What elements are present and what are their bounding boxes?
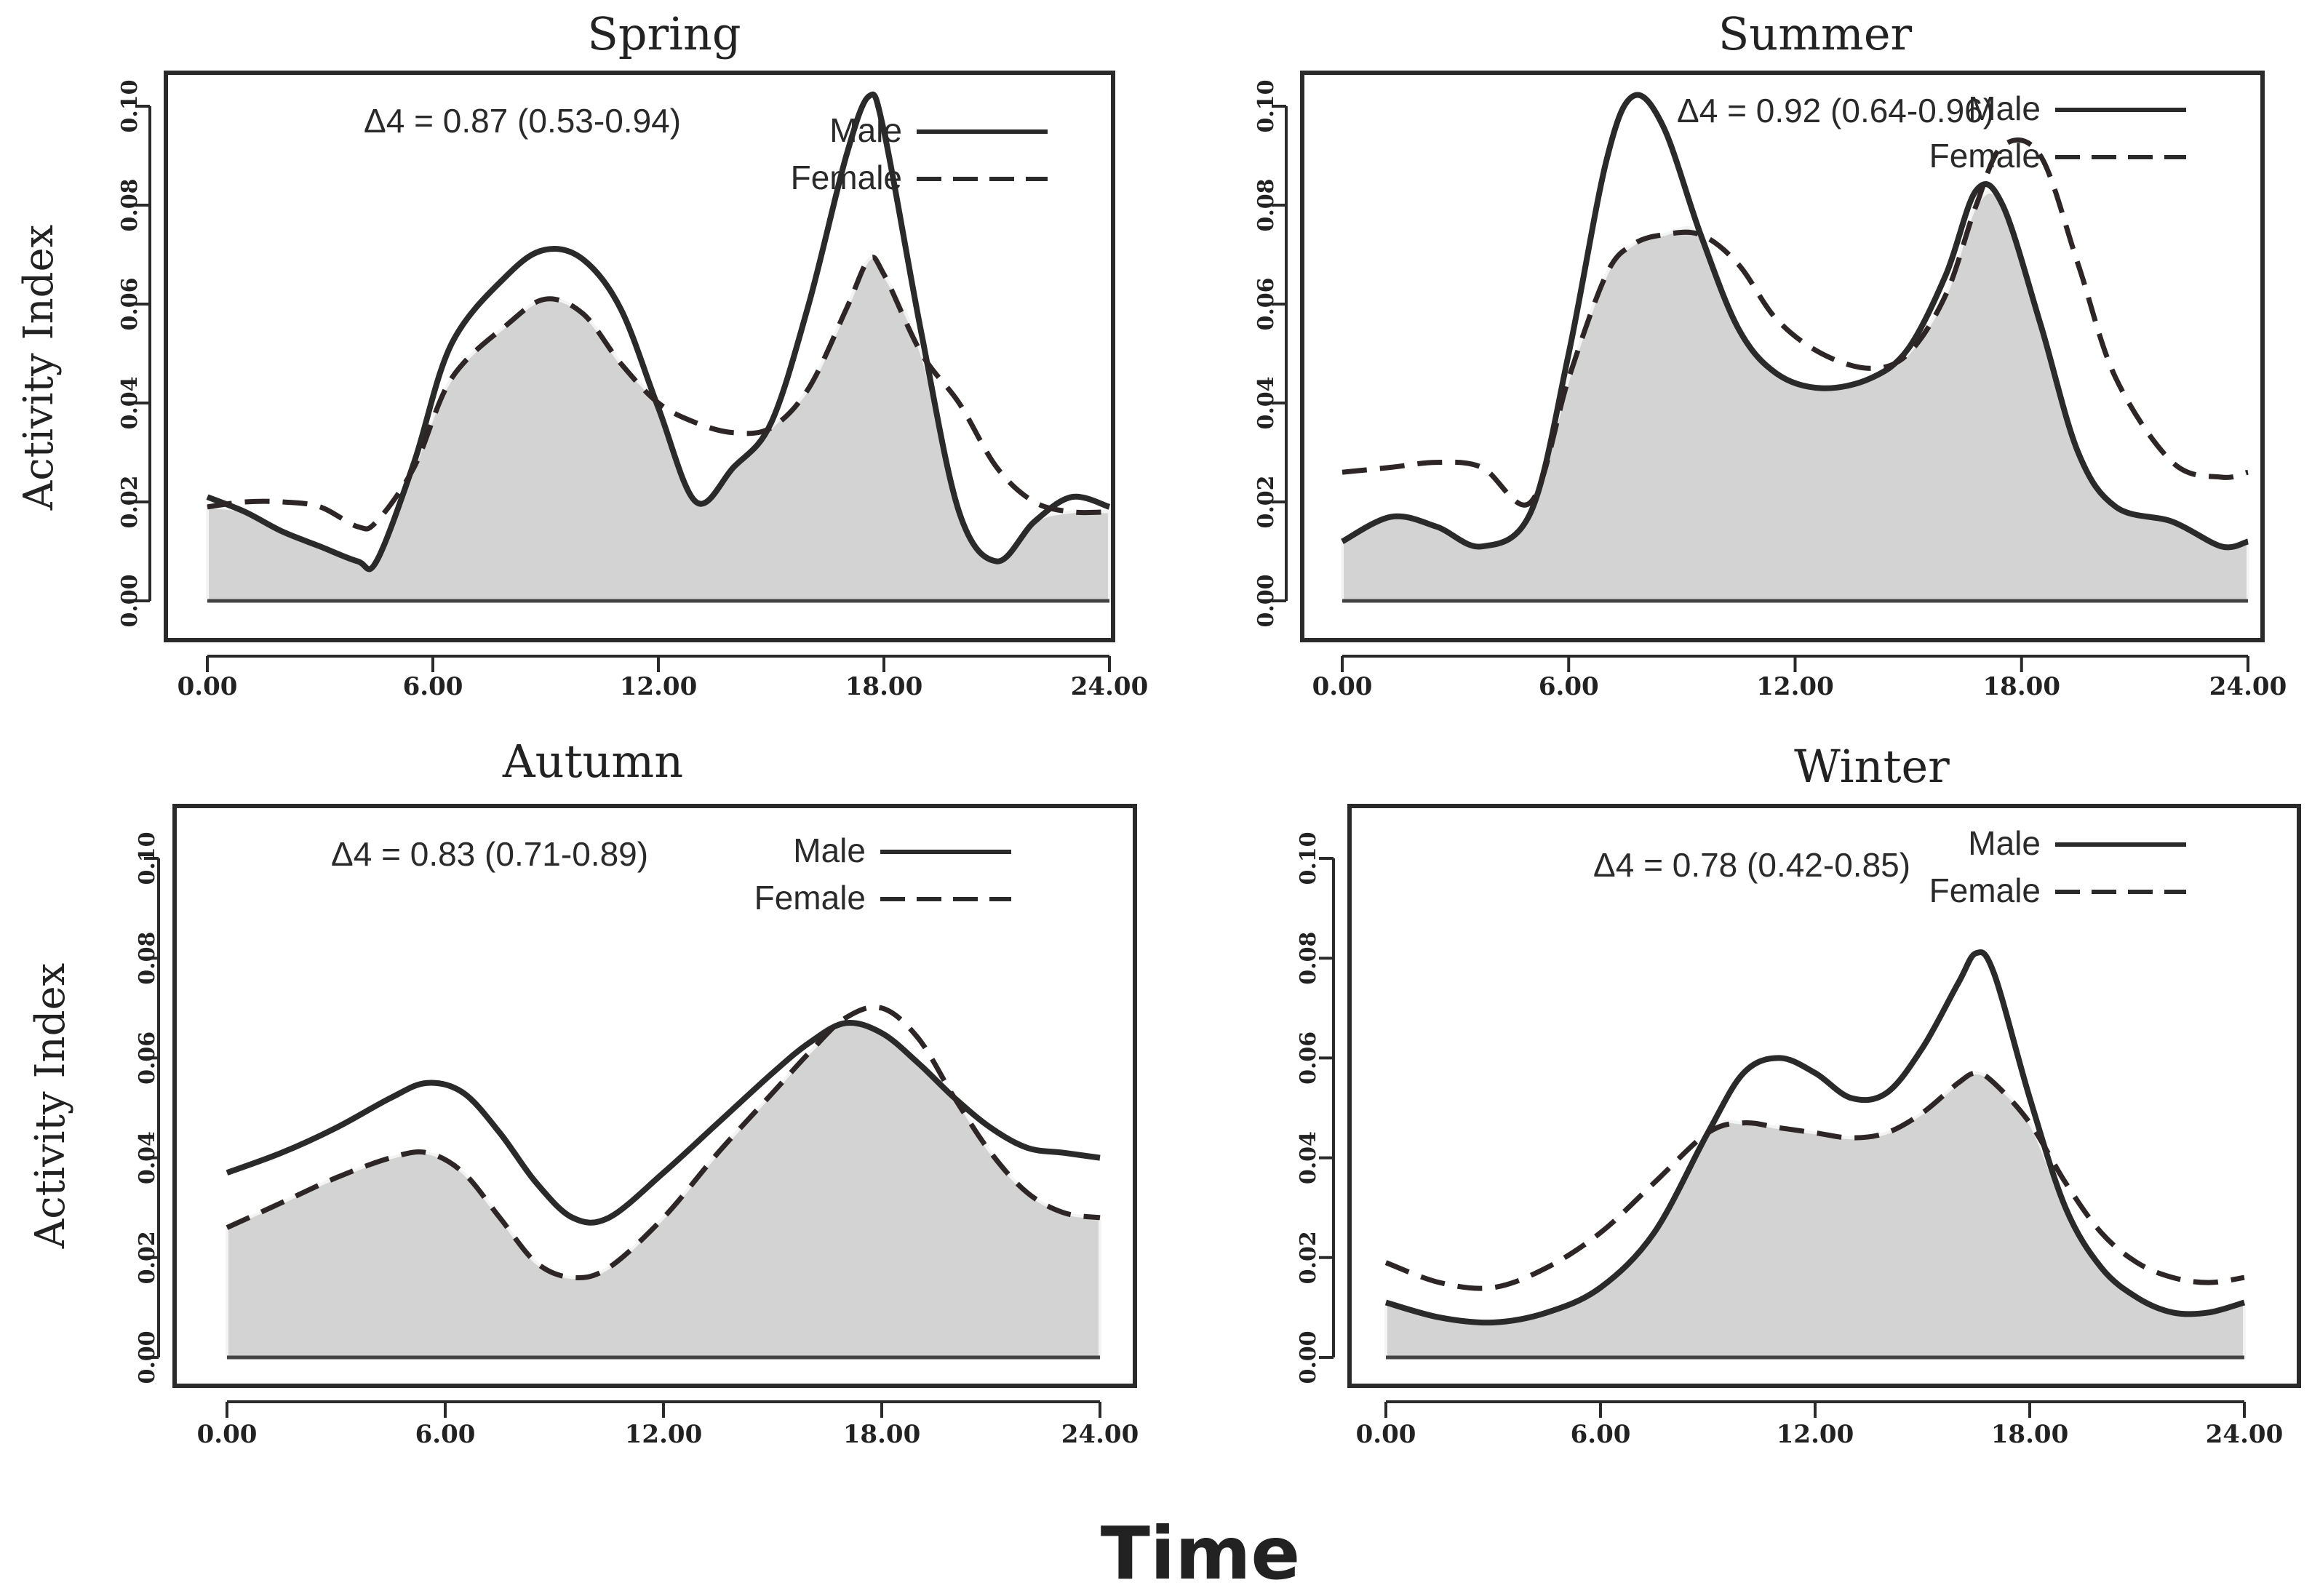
y-tick-label: 0.10 [1253,79,1279,132]
plot-frame [1300,71,2265,642]
plot-frame [172,804,1137,1388]
y-axis-label-top: Activity Index [15,225,63,511]
x-tick-label: 24.00 [1071,672,1148,701]
x-tick-label: 0.00 [1356,1420,1416,1449]
x-tick-label: 0.00 [197,1420,258,1449]
overlap-area [1384,1071,2246,1359]
y-tick-label: 0.02 [117,475,143,528]
panel-title: Autumn [502,735,683,788]
x-tick-label: 0.00 [1312,672,1373,701]
series-line-female [226,1005,1101,1281]
y-tick-label: 0.06 [1253,277,1279,330]
x-tick-label: 18.00 [1991,1420,2068,1449]
series-line-female [1384,1070,2245,1291]
legend: Male Female [791,111,1048,196]
plot-frame [164,71,1115,642]
y-tick-label: 0.10 [135,831,160,885]
legend-label-female: Female [1929,871,2041,909]
y-tick-label: 0.02 [1296,1231,1321,1284]
y-tick-label: 0.06 [117,277,143,330]
y-tick-label: 0.04 [135,1131,160,1184]
panel-title: Winter [1794,740,1950,793]
y-tick-label: 0.02 [135,1231,160,1284]
overlap-coefficient: Δ4 = 0.78 (0.42-0.85) [1593,846,1910,884]
y-tick-label: 0.04 [117,376,143,429]
legend: Male Female [1929,89,2186,175]
y-tick-label: 0.08 [1253,178,1279,231]
y-tick-label: 0.04 [1296,1131,1321,1184]
legend-label-female: Female [754,879,866,917]
series-line-female [1342,137,2249,508]
y-tick-label: 0.06 [135,1032,160,1085]
plot-frame [1347,804,2301,1388]
series-line-male [206,91,1111,572]
y-tick-label: 0.00 [117,574,143,627]
legend: Male Female [754,831,1011,917]
legend-label-male: Male [1968,824,2041,862]
overlap-coefficient: Δ4 = 0.92 (0.64-0.96) [1677,92,1994,129]
x-tick-label: 12.00 [1756,672,1833,701]
panel-winter: Winter 0.00 6.00 12.00 18.00 24.00 0.00 0.02 0.0… [1296,740,2301,1449]
x-tick-label: 18.00 [843,1420,920,1449]
y-tick-label: 0.08 [1296,932,1321,985]
legend-label-female: Female [1929,137,2041,175]
y-tick-label: 0.08 [117,178,143,231]
y-tick-label: 0.00 [1253,574,1279,627]
panel-title: Summer [1718,7,1913,60]
y-tick-label: 0.10 [117,79,143,132]
legend-label-female: Female [791,159,902,196]
x-tick-label: 12.00 [620,672,697,701]
overlap-coefficient: Δ4 = 0.87 (0.53-0.94) [364,102,681,140]
panel-autumn: Autumn 0.00 6.00 12.00 18.00 24.00 0.00 0.02 0.0… [135,735,1139,1449]
y-tick-label: 0.08 [135,932,160,985]
x-tick-label: 18.00 [845,672,922,701]
panel-spring: Spring 0.00 6.00 12.00 18.00 24.00 0.00 0.02 0.0… [117,7,1148,701]
x-tick-label: 24.00 [2209,672,2287,701]
y-axis-label-bottom: Activity Index [27,963,74,1249]
y-tick-label: 0.02 [1253,475,1279,528]
y-tick-label: 0.06 [1296,1032,1321,1085]
x-tick-label: 24.00 [2206,1420,2283,1449]
x-tick-label: 12.00 [1777,1420,1854,1449]
x-tick-label: 0.00 [178,672,238,701]
panel-summer: Summer 0.00 6.00 12.00 18.00 24.00 0.00 0.02 0.0… [1253,7,2287,701]
series-line-male [1341,92,2249,551]
x-axis-label: Time [1101,1511,1301,1596]
y-tick-label: 0.00 [1296,1330,1321,1384]
overlap-area [226,1021,1101,1359]
x-tick-label: 6.00 [415,1420,476,1449]
x-tick-label: 24.00 [1061,1420,1139,1449]
legend-label-male: Male [793,831,866,869]
legend-label-male: Male [1968,89,2041,127]
x-tick-label: 6.00 [1539,672,1599,701]
y-tick-label: 0.10 [1296,831,1321,885]
series-line-female [207,255,1110,532]
legend-label-male: Male [829,111,902,149]
overlap-area [1341,191,2249,602]
series-line-male [1384,949,2246,1326]
x-tick-label: 12.00 [625,1420,702,1449]
x-tick-label: 18.00 [1983,672,2060,701]
x-tick-label: 6.00 [403,672,463,701]
y-tick-label: 0.04 [1253,376,1279,429]
legend: Male Female [1929,824,2186,909]
y-tick-label: 0.00 [135,1330,160,1384]
x-tick-label: 6.00 [1571,1420,1631,1449]
overlap-coefficient: Δ4 = 0.83 (0.71-0.89) [331,835,648,873]
panel-title: Spring [587,7,741,60]
